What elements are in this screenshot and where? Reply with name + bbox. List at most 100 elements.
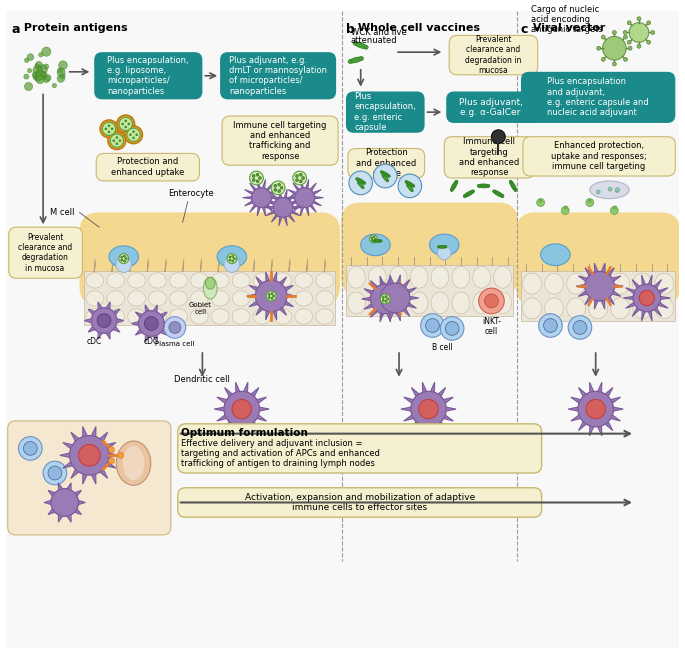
Circle shape — [479, 288, 504, 314]
Ellipse shape — [473, 266, 490, 288]
Ellipse shape — [589, 273, 608, 294]
Circle shape — [37, 66, 41, 71]
Circle shape — [125, 258, 127, 260]
Ellipse shape — [190, 309, 208, 324]
Circle shape — [647, 21, 651, 25]
Text: Prevalent
clearance and
degradation in
mucosa: Prevalent clearance and degradation in m… — [465, 35, 521, 75]
Circle shape — [382, 299, 384, 301]
Ellipse shape — [349, 57, 363, 63]
Ellipse shape — [566, 273, 586, 294]
Ellipse shape — [217, 246, 247, 268]
Circle shape — [229, 256, 231, 258]
Circle shape — [388, 175, 390, 178]
Circle shape — [35, 64, 39, 68]
Ellipse shape — [611, 298, 630, 319]
Ellipse shape — [295, 273, 312, 288]
Circle shape — [27, 54, 34, 60]
Circle shape — [227, 254, 237, 264]
Circle shape — [274, 185, 277, 187]
Circle shape — [118, 452, 124, 458]
Circle shape — [112, 139, 115, 142]
Ellipse shape — [206, 277, 215, 289]
Circle shape — [27, 69, 32, 73]
Ellipse shape — [116, 441, 151, 485]
FancyBboxPatch shape — [178, 424, 542, 473]
Ellipse shape — [170, 309, 187, 324]
Circle shape — [79, 445, 100, 466]
Text: Plus adjuvant,
e.g. α-GalCer: Plus adjuvant, e.g. α-GalCer — [458, 97, 523, 117]
Circle shape — [615, 189, 619, 192]
Circle shape — [463, 194, 466, 198]
Circle shape — [36, 71, 45, 80]
Circle shape — [477, 184, 480, 187]
Circle shape — [445, 246, 447, 248]
Circle shape — [360, 56, 364, 60]
Circle shape — [612, 30, 616, 34]
Text: Plus encapsulation,
e.g. liposome,
microparticles/
nanoparticles: Plus encapsulation, e.g. liposome, micro… — [108, 56, 189, 96]
Text: B cell: B cell — [432, 343, 453, 353]
Circle shape — [411, 189, 413, 192]
Circle shape — [38, 52, 43, 57]
Ellipse shape — [540, 244, 570, 266]
Circle shape — [536, 199, 545, 207]
Circle shape — [164, 317, 186, 338]
Circle shape — [232, 399, 251, 419]
Circle shape — [251, 188, 271, 207]
Circle shape — [121, 259, 123, 261]
Circle shape — [234, 258, 236, 260]
Circle shape — [302, 177, 305, 179]
Circle shape — [373, 164, 397, 188]
Circle shape — [573, 321, 587, 334]
FancyBboxPatch shape — [445, 137, 535, 178]
Ellipse shape — [438, 246, 447, 248]
Circle shape — [362, 187, 364, 189]
Circle shape — [280, 187, 283, 189]
Circle shape — [119, 139, 121, 142]
Text: Protection
and enhanced
uptake: Protection and enhanced uptake — [356, 148, 416, 178]
Circle shape — [616, 188, 619, 192]
Ellipse shape — [381, 171, 390, 177]
Circle shape — [32, 71, 40, 79]
Circle shape — [232, 255, 234, 257]
Circle shape — [568, 316, 592, 340]
Polygon shape — [401, 382, 456, 436]
Text: cDC: cDC — [144, 338, 159, 346]
Polygon shape — [84, 302, 124, 340]
Circle shape — [273, 198, 293, 217]
Text: Activation, expansion and mobilization of adaptive
immune cells to effector site: Activation, expansion and mobilization o… — [245, 492, 475, 512]
Ellipse shape — [128, 291, 145, 306]
Ellipse shape — [212, 273, 229, 288]
Circle shape — [108, 124, 110, 127]
Ellipse shape — [452, 266, 470, 288]
Polygon shape — [623, 275, 671, 321]
Circle shape — [450, 189, 453, 192]
Circle shape — [421, 314, 445, 338]
Circle shape — [97, 314, 111, 327]
Circle shape — [258, 177, 261, 179]
Circle shape — [271, 181, 285, 195]
Polygon shape — [60, 426, 119, 484]
Ellipse shape — [431, 292, 449, 314]
Circle shape — [60, 73, 65, 79]
Circle shape — [363, 181, 366, 185]
Circle shape — [385, 300, 387, 302]
Circle shape — [229, 259, 231, 261]
Ellipse shape — [494, 266, 512, 288]
Circle shape — [108, 132, 125, 150]
Ellipse shape — [316, 273, 334, 288]
FancyBboxPatch shape — [446, 91, 535, 123]
Circle shape — [385, 295, 387, 297]
Ellipse shape — [369, 266, 386, 288]
Circle shape — [127, 122, 130, 125]
Ellipse shape — [316, 309, 334, 324]
Circle shape — [102, 122, 116, 135]
Circle shape — [43, 76, 50, 82]
Text: Enhanced protection,
uptake and responses;
immune cell targeting: Enhanced protection, uptake and response… — [551, 141, 647, 171]
Circle shape — [386, 179, 388, 182]
Circle shape — [438, 246, 451, 260]
Polygon shape — [44, 483, 86, 522]
Circle shape — [369, 235, 377, 243]
Circle shape — [585, 272, 614, 301]
Ellipse shape — [347, 292, 365, 314]
Circle shape — [601, 35, 606, 39]
